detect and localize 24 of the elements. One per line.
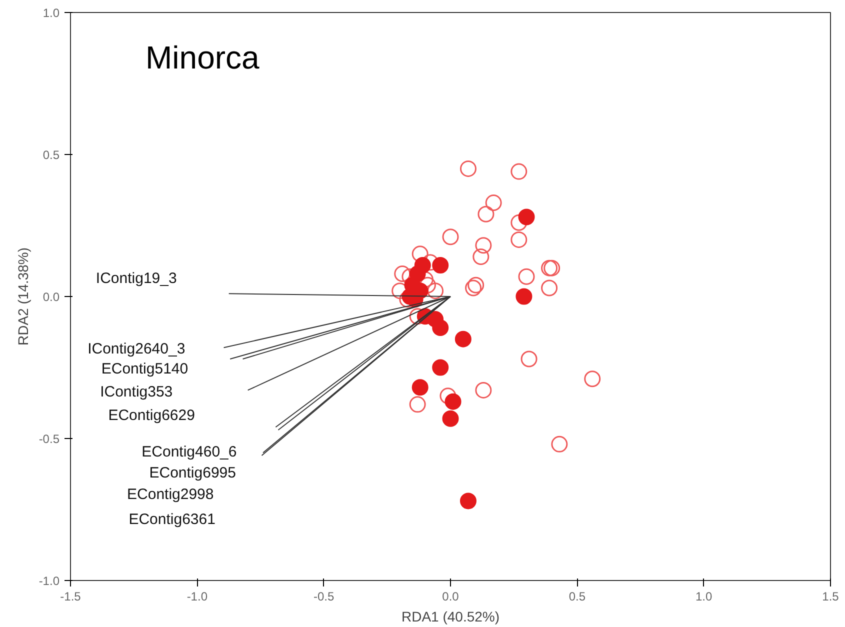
annotation: IContig353 — [100, 383, 173, 400]
annotation: EContig460_6 — [142, 444, 237, 461]
annotation: EContig6995 — [149, 464, 236, 482]
y-tick-label: -0.5 — [38, 432, 60, 446]
x-tick-label: 1.0 — [695, 590, 712, 604]
y-tick-label: -1.0 — [38, 574, 60, 588]
annotation: EContig6629 — [108, 406, 195, 424]
x-tick-label: 0.5 — [568, 590, 586, 604]
text: Minorca — [146, 40, 260, 76]
annotation: EContig2998 — [127, 486, 214, 504]
annotation: EContig6361 — [128, 510, 216, 528]
x-tick-label: 0.0 — [442, 590, 460, 604]
y-tick-label: 0.5 — [42, 148, 60, 162]
x-tick-label: -0.5 — [313, 590, 334, 604]
annotation: EContig5140 — [101, 360, 188, 378]
y-axis-title: RDA2 (14.38%) — [14, 247, 31, 346]
annotation: IContig2640_3 — [88, 340, 186, 358]
x-axis-title: RDA1 (40.52%) — [401, 608, 500, 624]
y-tick-label: 0.0 — [42, 290, 60, 304]
x-tick-label: -1.0 — [186, 590, 208, 604]
x-tick-label: 1.5 — [822, 590, 840, 604]
annotation: IContig19_3 — [96, 270, 177, 288]
y-tick-label: 1.0 — [42, 6, 60, 20]
x-tick-label: -1.5 — [60, 590, 82, 604]
